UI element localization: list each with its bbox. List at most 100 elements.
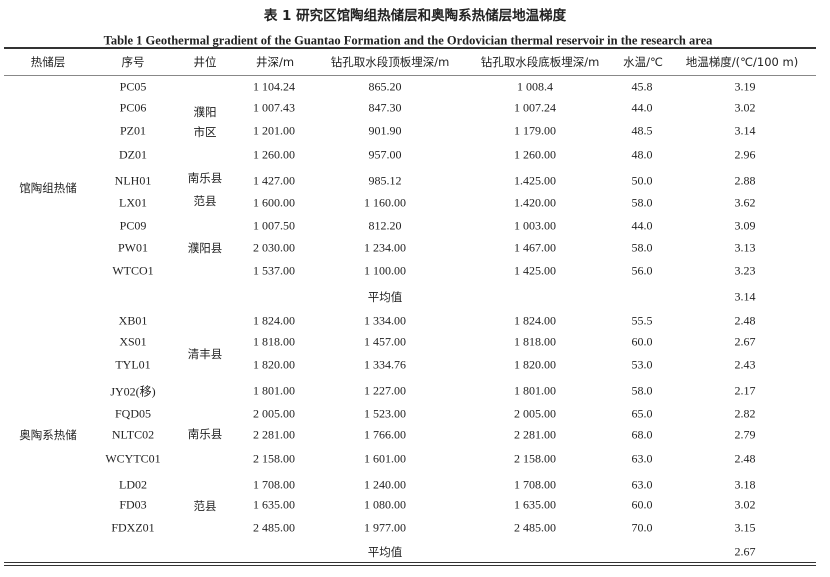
bottom-depth-cell: 2 485.00 [514, 520, 556, 535]
top-depth-cell: 1 523.00 [364, 406, 406, 421]
bottom-depth-cell: 1 801.00 [514, 383, 556, 398]
water-temp-cell: 48.0 [631, 147, 653, 162]
well-depth-cell: 2 005.00 [253, 406, 295, 421]
water-temp-cell: 60.0 [631, 497, 653, 512]
well-id-cell: JY02(移) [110, 384, 156, 399]
well-depth-cell: 1 537.00 [253, 263, 295, 278]
well-id-cell: LD02 [119, 477, 147, 492]
average-value: 2.67 [734, 544, 756, 559]
top-depth-cell: 1 234.00 [364, 240, 406, 255]
well-depth-cell: 2 281.00 [253, 427, 295, 442]
well-location: 南乐县 [187, 171, 223, 185]
reservoir-label: 奥陶系热储 [19, 428, 77, 442]
table-caption-en: Table 1 Geothermal gradient of the Guant… [103, 33, 713, 48]
water-temp-cell: 50.0 [631, 173, 653, 188]
well-depth-cell: 1 201.00 [253, 123, 295, 138]
well-id-cell: PC06 [119, 100, 147, 115]
top-depth-cell: 901.90 [368, 123, 402, 138]
water-temp-cell: 45.8 [631, 79, 653, 94]
gradient-cell: 3.15 [734, 520, 756, 535]
average-label: 平均值 [367, 290, 403, 304]
bottom-depth-cell: 1 708.00 [514, 477, 556, 492]
column-header: 钻孔取水段顶板埋深/m [330, 55, 450, 69]
well-depth-cell: 1 820.00 [253, 357, 295, 372]
well-depth-cell: 2 485.00 [253, 520, 295, 535]
well-depth-cell: 1 104.24 [253, 79, 295, 94]
gradient-cell: 3.19 [734, 79, 756, 94]
well-location: 范县 [193, 499, 217, 513]
bottom-depth-cell: 1.420.00 [514, 195, 556, 210]
well-location: 濮阳 [193, 105, 217, 119]
well-id-cell: WTCO1 [112, 263, 154, 278]
gradient-cell: 2.67 [734, 334, 756, 349]
bottom-depth-cell: 1 824.00 [514, 313, 556, 328]
well-id-cell: PZ01 [119, 123, 147, 138]
well-id-cell: PW01 [118, 240, 148, 255]
top-depth-cell: 957.00 [368, 147, 402, 162]
water-temp-cell: 65.0 [631, 406, 653, 421]
well-id-cell: FD03 [119, 497, 147, 512]
well-depth-cell: 1 708.00 [253, 477, 295, 492]
water-temp-cell: 44.0 [631, 100, 653, 115]
water-temp-cell: 58.0 [631, 240, 653, 255]
well-depth-cell: 2 030.00 [253, 240, 295, 255]
gradient-cell: 3.23 [734, 263, 756, 278]
well-location: 市区 [193, 125, 217, 139]
well-depth-cell: 1 824.00 [253, 313, 295, 328]
top-depth-cell: 1 766.00 [364, 427, 406, 442]
gradient-cell: 2.79 [734, 427, 756, 442]
header-rule [4, 75, 816, 76]
column-header: 井位 [193, 55, 217, 69]
bottom-depth-cell: 1 425.00 [514, 263, 556, 278]
gradient-cell: 3.09 [734, 218, 756, 233]
top-rule [4, 47, 816, 49]
average-label: 平均值 [367, 545, 403, 559]
bottom-rule-2 [4, 565, 816, 566]
gradient-cell: 2.88 [734, 173, 756, 188]
bottom-depth-cell: 1.425.00 [514, 173, 556, 188]
top-depth-cell: 1 334.76 [364, 357, 406, 372]
bottom-depth-cell: 1 818.00 [514, 334, 556, 349]
top-depth-cell: 1 334.00 [364, 313, 406, 328]
column-header: 钻孔取水段底板埋深/m [480, 55, 600, 69]
bottom-depth-cell: 2 005.00 [514, 406, 556, 421]
well-id-cell: DZ01 [119, 147, 147, 162]
gradient-cell: 2.43 [734, 357, 756, 372]
well-depth-cell: 1 007.50 [253, 218, 295, 233]
bottom-depth-cell: 2 281.00 [514, 427, 556, 442]
well-id-cell: LX01 [119, 195, 147, 210]
gradient-cell: 2.48 [734, 313, 756, 328]
gradient-cell: 3.02 [734, 497, 756, 512]
top-depth-cell: 1 100.00 [364, 263, 406, 278]
reservoir-label: 馆陶组热储 [19, 181, 77, 195]
well-depth-cell: 1 427.00 [253, 173, 295, 188]
bottom-depth-cell: 1 008.4 [517, 79, 553, 94]
top-depth-cell: 865.20 [368, 79, 402, 94]
well-id-cell: PC09 [119, 218, 147, 233]
gradient-cell: 2.82 [734, 406, 756, 421]
well-depth-cell: 1 260.00 [253, 147, 295, 162]
well-id-cell: XB01 [118, 313, 148, 328]
well-id-cell: PC05 [119, 79, 147, 94]
water-temp-cell: 68.0 [631, 427, 653, 442]
bottom-depth-cell: 1 260.00 [514, 147, 556, 162]
top-depth-cell: 1 080.00 [364, 497, 406, 512]
column-header: 地温梯度/(℃/100 m) [685, 55, 799, 69]
bottom-depth-cell: 1 467.00 [514, 240, 556, 255]
bottom-depth-cell: 1 820.00 [514, 357, 556, 372]
top-depth-cell: 985.12 [368, 173, 402, 188]
bottom-depth-cell: 1 179.00 [514, 123, 556, 138]
gradient-cell: 2.96 [734, 147, 756, 162]
water-temp-cell: 70.0 [631, 520, 653, 535]
column-header: 井深/m [255, 55, 295, 69]
top-depth-cell: 1 601.00 [364, 451, 406, 466]
bottom-depth-cell: 2 158.00 [514, 451, 556, 466]
average-value: 3.14 [734, 289, 756, 304]
top-depth-cell: 1 457.00 [364, 334, 406, 349]
column-header: 水温/℃ [623, 55, 663, 69]
water-temp-cell: 58.0 [631, 195, 653, 210]
table-caption-cn: 表 1 研究区馆陶组热储层和奥陶系热储层地温梯度 [263, 8, 567, 24]
well-location: 范县 [193, 194, 217, 208]
well-location: 濮阳县 [187, 241, 223, 255]
